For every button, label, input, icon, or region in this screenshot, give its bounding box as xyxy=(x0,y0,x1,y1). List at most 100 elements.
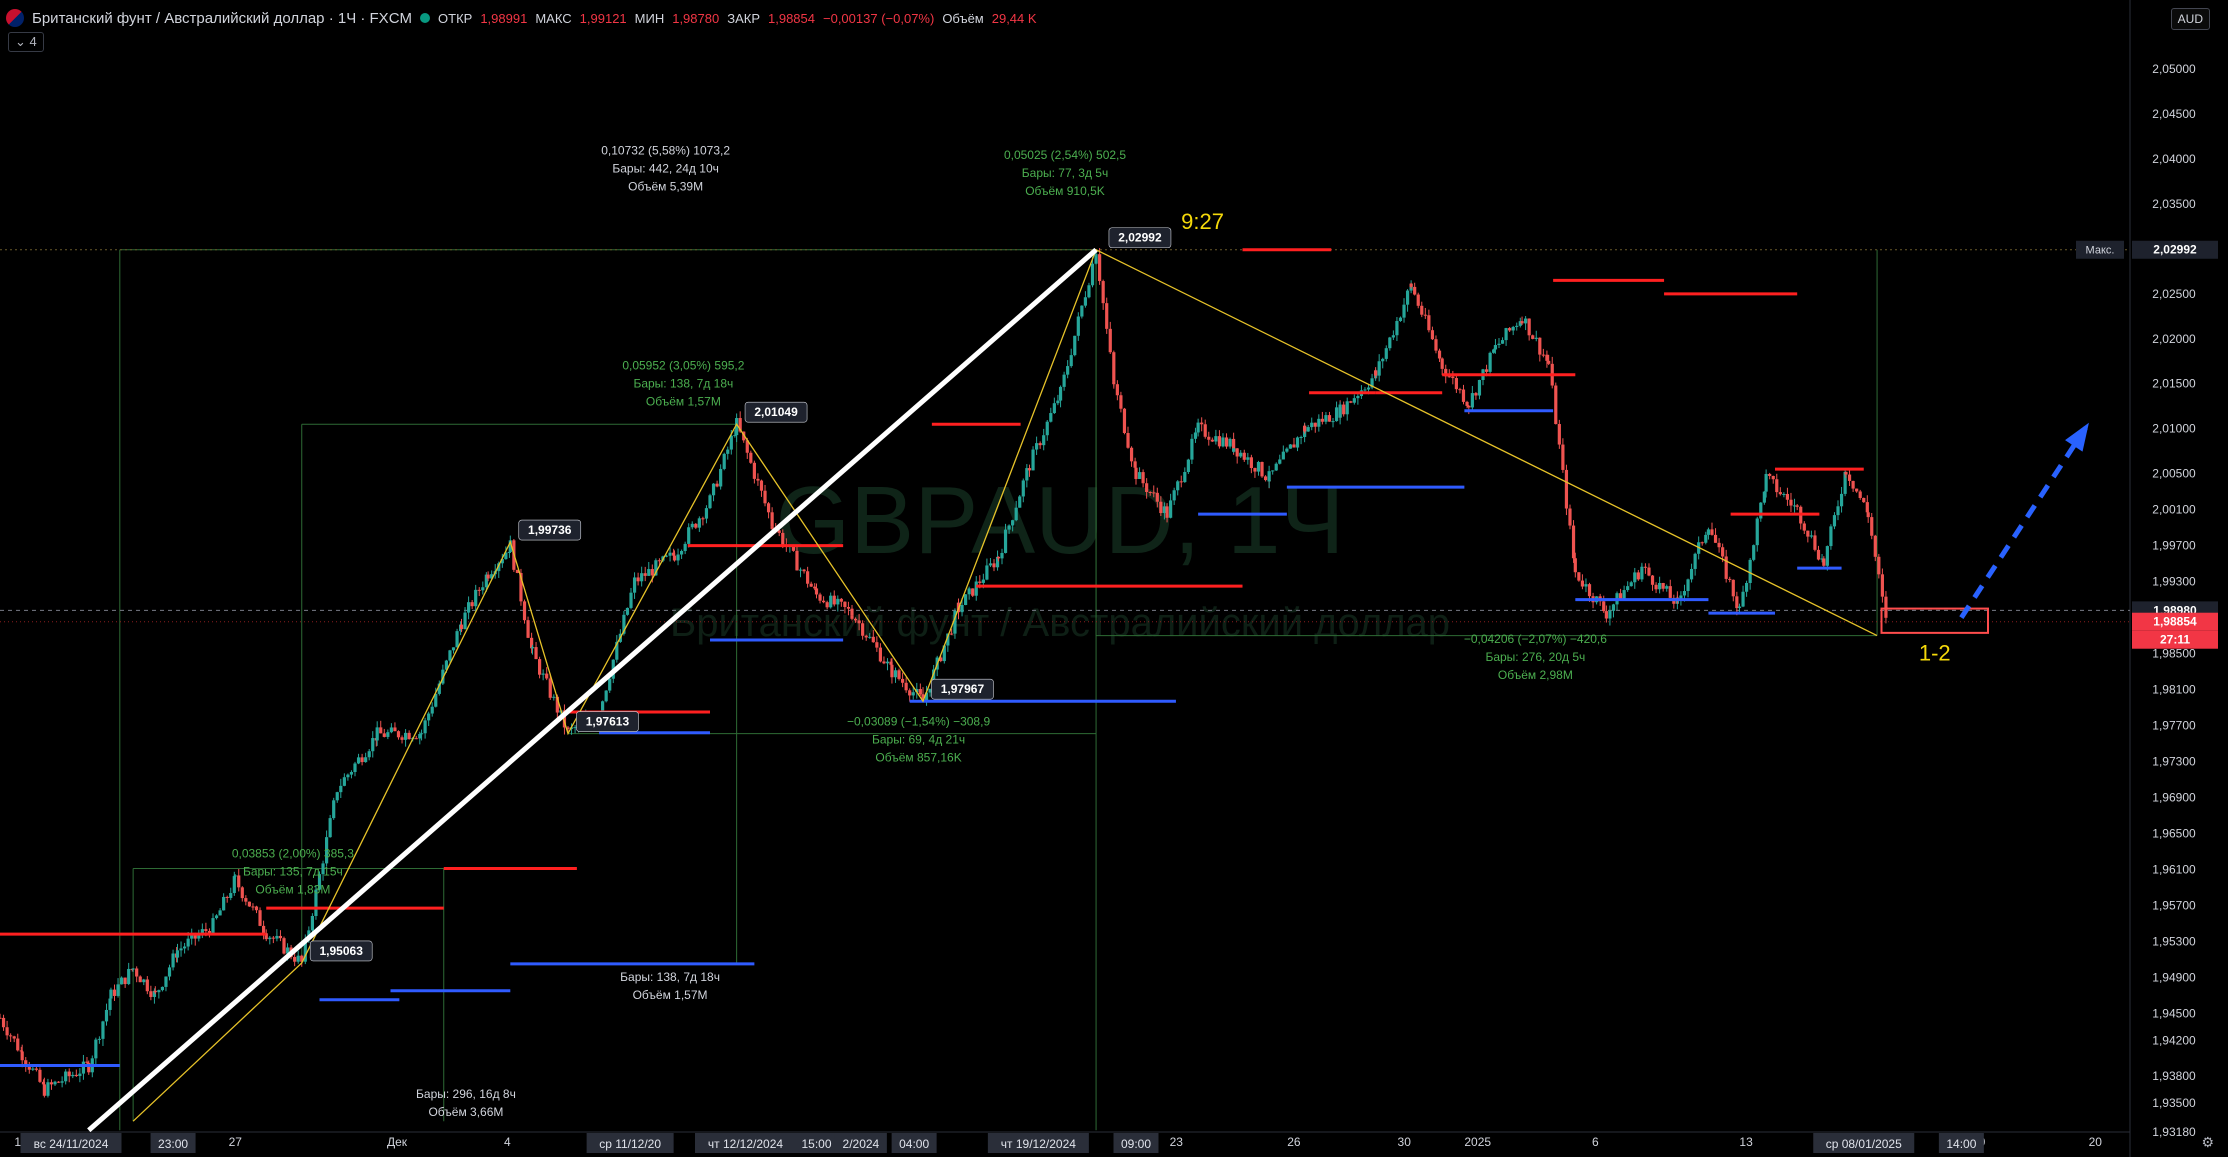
candle-body xyxy=(1031,449,1035,471)
candle-body xyxy=(967,588,971,595)
candle-body xyxy=(197,934,201,939)
candle-body xyxy=(781,532,785,546)
symbol-title[interactable]: Британский фунт / Австралийский доллар ·… xyxy=(32,9,413,27)
candle-body xyxy=(733,435,737,437)
indicators-toggle[interactable]: ⌄ 4 xyxy=(8,32,44,52)
candle-body xyxy=(526,620,530,638)
candle-body xyxy=(745,440,749,453)
candle-body xyxy=(109,989,113,999)
axis-tag-label: Макс. xyxy=(2086,245,2115,257)
candle-body xyxy=(1650,575,1655,585)
candle-body xyxy=(285,947,290,954)
candle-body xyxy=(38,1069,42,1082)
candle-body xyxy=(403,732,408,740)
candle-body xyxy=(1825,546,1829,566)
candle-body xyxy=(142,979,146,983)
candle-body xyxy=(1839,493,1844,507)
candle-body xyxy=(0,1017,2,1019)
candle-body xyxy=(1076,316,1080,336)
point-labels: 1,95063 1,99736 1,97613 2,01049 1,97967 2,029… xyxy=(309,227,1172,962)
candle-body xyxy=(1451,376,1455,379)
candle-body xyxy=(145,979,149,992)
candle-body xyxy=(1484,369,1489,372)
candle-body xyxy=(814,588,819,595)
low-label: МИН xyxy=(634,10,665,26)
price-tick-label: 1,95700 xyxy=(2152,898,2196,912)
measurement-text: Бары: 138, 7д 18ч xyxy=(620,970,720,984)
time-tick-label: 2025 xyxy=(1464,1135,1491,1149)
candle-body xyxy=(749,452,753,463)
candle-body xyxy=(1713,534,1718,543)
candle-body xyxy=(1602,601,1606,612)
candle-body xyxy=(1622,590,1626,600)
candle-body xyxy=(900,678,905,683)
candle-body xyxy=(1090,263,1095,286)
currency-button[interactable]: AUD xyxy=(2170,8,2210,30)
candle-body xyxy=(1470,393,1474,408)
candle-body xyxy=(1764,473,1768,492)
candle-body xyxy=(1500,340,1505,344)
candle-body xyxy=(1520,321,1524,324)
candle-body xyxy=(818,594,822,601)
candle-body xyxy=(1232,438,1236,452)
axis-tag-box xyxy=(2132,630,2218,649)
time-highlight-label: 15:00 xyxy=(801,1137,831,1151)
candle-body xyxy=(1851,480,1855,489)
price-point-box xyxy=(576,711,639,732)
candle-body xyxy=(85,1061,89,1063)
candle-body xyxy=(1531,335,1535,339)
candle-body xyxy=(463,612,467,630)
time-highlight-box xyxy=(586,1133,674,1153)
candle-body xyxy=(486,574,490,579)
candle-body xyxy=(1741,591,1745,607)
candle-body xyxy=(508,540,512,552)
candle-body xyxy=(843,601,847,607)
candle-body xyxy=(1561,444,1565,470)
candle-body xyxy=(1444,368,1448,377)
candle-body xyxy=(1145,483,1149,492)
candle-body xyxy=(186,938,190,947)
candle-body xyxy=(1356,396,1360,399)
candle-body xyxy=(1785,493,1790,500)
candle-body xyxy=(1190,438,1194,460)
candle-body xyxy=(382,733,386,737)
candle-body xyxy=(1870,517,1874,536)
candle-body xyxy=(1454,378,1458,390)
candle-body xyxy=(119,977,124,985)
candle-body xyxy=(16,1038,20,1051)
candle-body xyxy=(1647,567,1651,576)
candle-body xyxy=(1427,315,1431,331)
candle-body xyxy=(1101,281,1105,304)
candle-body xyxy=(108,998,112,1010)
candle-body xyxy=(1388,337,1392,349)
candle-body xyxy=(985,565,989,580)
candle-body xyxy=(1186,459,1190,473)
candle-body xyxy=(1370,378,1374,388)
candles xyxy=(0,248,1888,1098)
candle-body xyxy=(1608,610,1612,619)
candle-body xyxy=(474,589,478,607)
symbol-flag-icon xyxy=(6,9,24,27)
candle-body xyxy=(1541,354,1545,356)
measurement-text: 0,03853 (2,00%) 385,3 xyxy=(232,847,354,861)
candle-body xyxy=(1488,352,1492,372)
time-highlight-label: 09:00 xyxy=(1121,1137,1151,1151)
candle-body xyxy=(1413,286,1417,295)
candle-body xyxy=(34,1068,38,1070)
candle-body xyxy=(1042,435,1046,446)
candle-body xyxy=(878,647,882,662)
candle-body xyxy=(1105,303,1109,329)
candle-body xyxy=(672,552,676,556)
measurement-text: Бары: 77, 3д 5ч xyxy=(1022,166,1108,180)
candle-body xyxy=(996,556,1001,559)
candle-body xyxy=(1398,317,1403,322)
price-tick-label: 1,96500 xyxy=(2152,826,2196,840)
gear-icon[interactable]: ⚙ xyxy=(2201,1134,2214,1150)
candle-body xyxy=(1844,471,1848,475)
candle-body xyxy=(131,968,135,970)
candle-body xyxy=(697,518,701,528)
candle-body xyxy=(367,751,371,758)
axis-tag-box xyxy=(2132,612,2218,631)
